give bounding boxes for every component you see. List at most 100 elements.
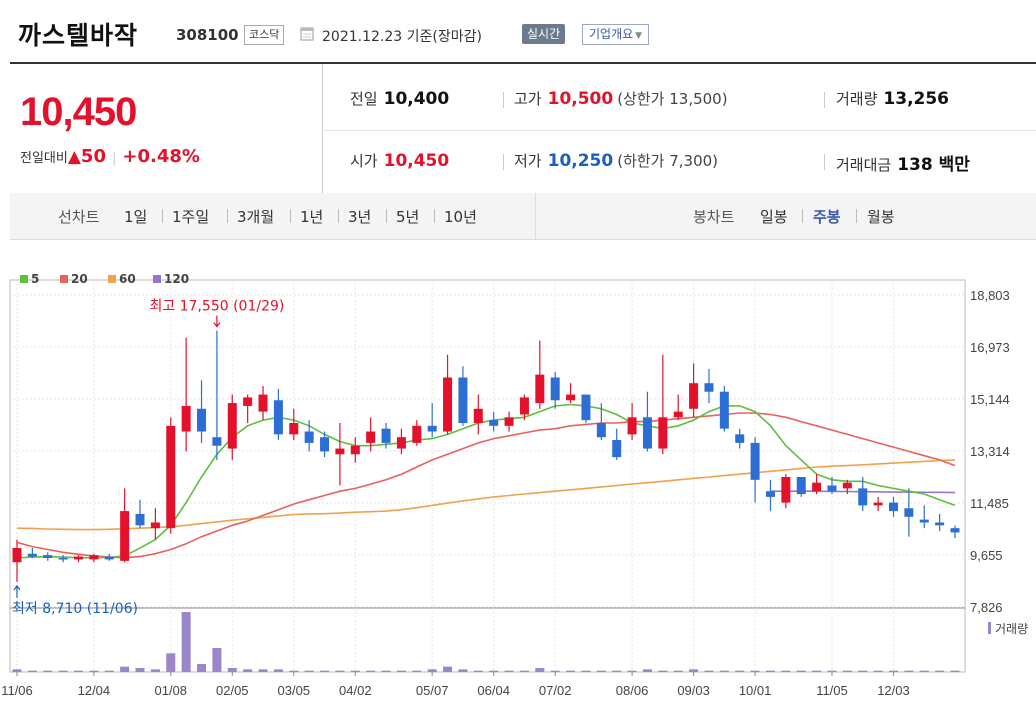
candle-body bbox=[350, 445, 360, 455]
volume-bar bbox=[273, 669, 283, 672]
candle-body bbox=[427, 425, 437, 432]
candle-body bbox=[935, 522, 945, 526]
volume-bar bbox=[781, 670, 791, 672]
low-price: 저가 10,250 (하한가 7,300) bbox=[514, 150, 718, 171]
candle-body bbox=[888, 502, 898, 512]
volume-bar bbox=[89, 670, 99, 672]
x-tick-label: 01/08 bbox=[154, 683, 187, 698]
divider bbox=[338, 209, 339, 223]
volume-bar bbox=[304, 670, 314, 672]
volume-bar bbox=[535, 668, 545, 672]
low-price-label: 저가 bbox=[514, 152, 542, 170]
chart-options-bar: 선차트 1일 1주일 3개월 1년 3년 5년 10년 봉차트 일봉 주봉 월봉 bbox=[10, 193, 1036, 240]
candle-body bbox=[120, 511, 130, 561]
candle-body bbox=[796, 476, 806, 495]
period-3y[interactable]: 3년 bbox=[348, 208, 372, 226]
y-tick-label: 9,655 bbox=[970, 548, 1003, 563]
period-1y[interactable]: 1년 bbox=[300, 208, 324, 226]
y-tick-label: 11,485 bbox=[970, 496, 1009, 511]
divider bbox=[290, 209, 291, 223]
y-tick-label: 13,314 bbox=[970, 444, 1010, 459]
x-tick-label: 12/03 bbox=[877, 683, 910, 698]
candle-body bbox=[842, 482, 852, 489]
candle-body bbox=[550, 377, 560, 401]
volume-bar bbox=[873, 670, 883, 672]
candle-body bbox=[950, 528, 960, 533]
date-basis: 기준(장마감) bbox=[406, 29, 482, 45]
period-1w[interactable]: 1주일 bbox=[172, 208, 210, 226]
volume-bar bbox=[335, 670, 345, 672]
volume-bar bbox=[735, 670, 745, 672]
volume-bar bbox=[842, 670, 852, 672]
candle-body bbox=[135, 513, 145, 526]
prev-close: 전일 10,400 bbox=[350, 88, 449, 109]
high-price-label: 고가 bbox=[514, 90, 542, 108]
volume-bar bbox=[950, 670, 960, 672]
ma20-line bbox=[16, 412, 956, 559]
volume-value: 13,256 bbox=[883, 89, 950, 109]
volume-bar bbox=[904, 670, 914, 672]
volume-bar bbox=[120, 666, 130, 672]
candle-body bbox=[827, 485, 837, 492]
volume-bar bbox=[689, 669, 699, 672]
volume: 거래량 13,256 bbox=[836, 88, 949, 109]
candle-body bbox=[904, 508, 914, 517]
open-price-label: 시가 bbox=[350, 152, 378, 170]
candle-body bbox=[873, 502, 883, 506]
x-tick-label: 11/06 bbox=[1, 683, 33, 698]
legend-swatch bbox=[20, 275, 28, 283]
min-arrow-icon bbox=[13, 584, 21, 598]
candle-body bbox=[212, 437, 222, 446]
volume-bar bbox=[443, 666, 453, 672]
change-label: 전일대비 bbox=[20, 151, 68, 166]
volume-bar bbox=[227, 668, 237, 672]
volume-bar bbox=[658, 670, 668, 672]
volume-bar bbox=[704, 670, 714, 672]
candle-monthly[interactable]: 월봉 bbox=[867, 208, 895, 226]
period-3m[interactable]: 3개월 bbox=[237, 208, 275, 226]
open-price: 시가 10,450 bbox=[350, 150, 449, 171]
legend-swatch bbox=[60, 275, 68, 283]
price-summary: 10,450 전일대비▲50 | +0.48% 전일 10,400 시가 10,450 … bbox=[10, 62, 1036, 195]
period-10y[interactable]: 10년 bbox=[444, 208, 477, 226]
volume-bar bbox=[458, 669, 468, 672]
divider bbox=[535, 193, 536, 239]
candle-body bbox=[735, 434, 745, 443]
volume-bar bbox=[12, 669, 22, 672]
quote-date: 2021.12.23 기준(장마감) bbox=[322, 26, 482, 46]
volume-bar bbox=[412, 670, 422, 672]
y-tick-label: 18,803 bbox=[970, 288, 1010, 303]
candle-body bbox=[673, 411, 683, 418]
legend-label: 20 bbox=[71, 272, 88, 286]
company-overview-dropdown[interactable]: 기업개요 ▼ bbox=[582, 24, 650, 45]
period-1d[interactable]: 1일 bbox=[124, 208, 148, 226]
weekly-candle-chart: 18,803 16,973 15,144 13,314 11,485 9,655 7,826… bbox=[1, 272, 1028, 698]
volume-bar bbox=[58, 670, 68, 672]
volume-bar bbox=[104, 670, 114, 672]
volume-bar bbox=[396, 670, 406, 672]
stock-header: 까스텔바작 308100 코스닥 2021.12.23 기준(장마감) 실시간 … bbox=[0, 0, 1036, 62]
candle-body bbox=[704, 383, 714, 392]
divider bbox=[503, 92, 504, 108]
x-tick-label: 06/04 bbox=[477, 683, 510, 698]
legend-swatch bbox=[108, 275, 116, 283]
ma60-line bbox=[16, 459, 956, 531]
candle-body bbox=[812, 482, 822, 492]
x-tick-label: 05/07 bbox=[416, 683, 449, 698]
x-tick-label: 11/05 bbox=[816, 683, 848, 698]
realtime-button[interactable]: 실시간 bbox=[522, 24, 566, 44]
candle-body bbox=[612, 440, 622, 458]
candle-body bbox=[381, 428, 391, 443]
candle-daily[interactable]: 일봉 bbox=[760, 208, 788, 226]
volume-bar bbox=[827, 670, 837, 672]
candle-body bbox=[273, 400, 283, 435]
volume-bar bbox=[673, 670, 683, 672]
candle-body bbox=[12, 548, 22, 563]
period-5y[interactable]: 5년 bbox=[396, 208, 420, 226]
volume-swatch bbox=[988, 622, 991, 634]
candle-weekly[interactable]: 주봉 bbox=[813, 208, 841, 226]
candle-body bbox=[304, 431, 314, 443]
volume-bar bbox=[135, 668, 145, 672]
prev-close-value: 10,400 bbox=[383, 89, 450, 109]
current-price: 10,450 bbox=[20, 90, 137, 134]
